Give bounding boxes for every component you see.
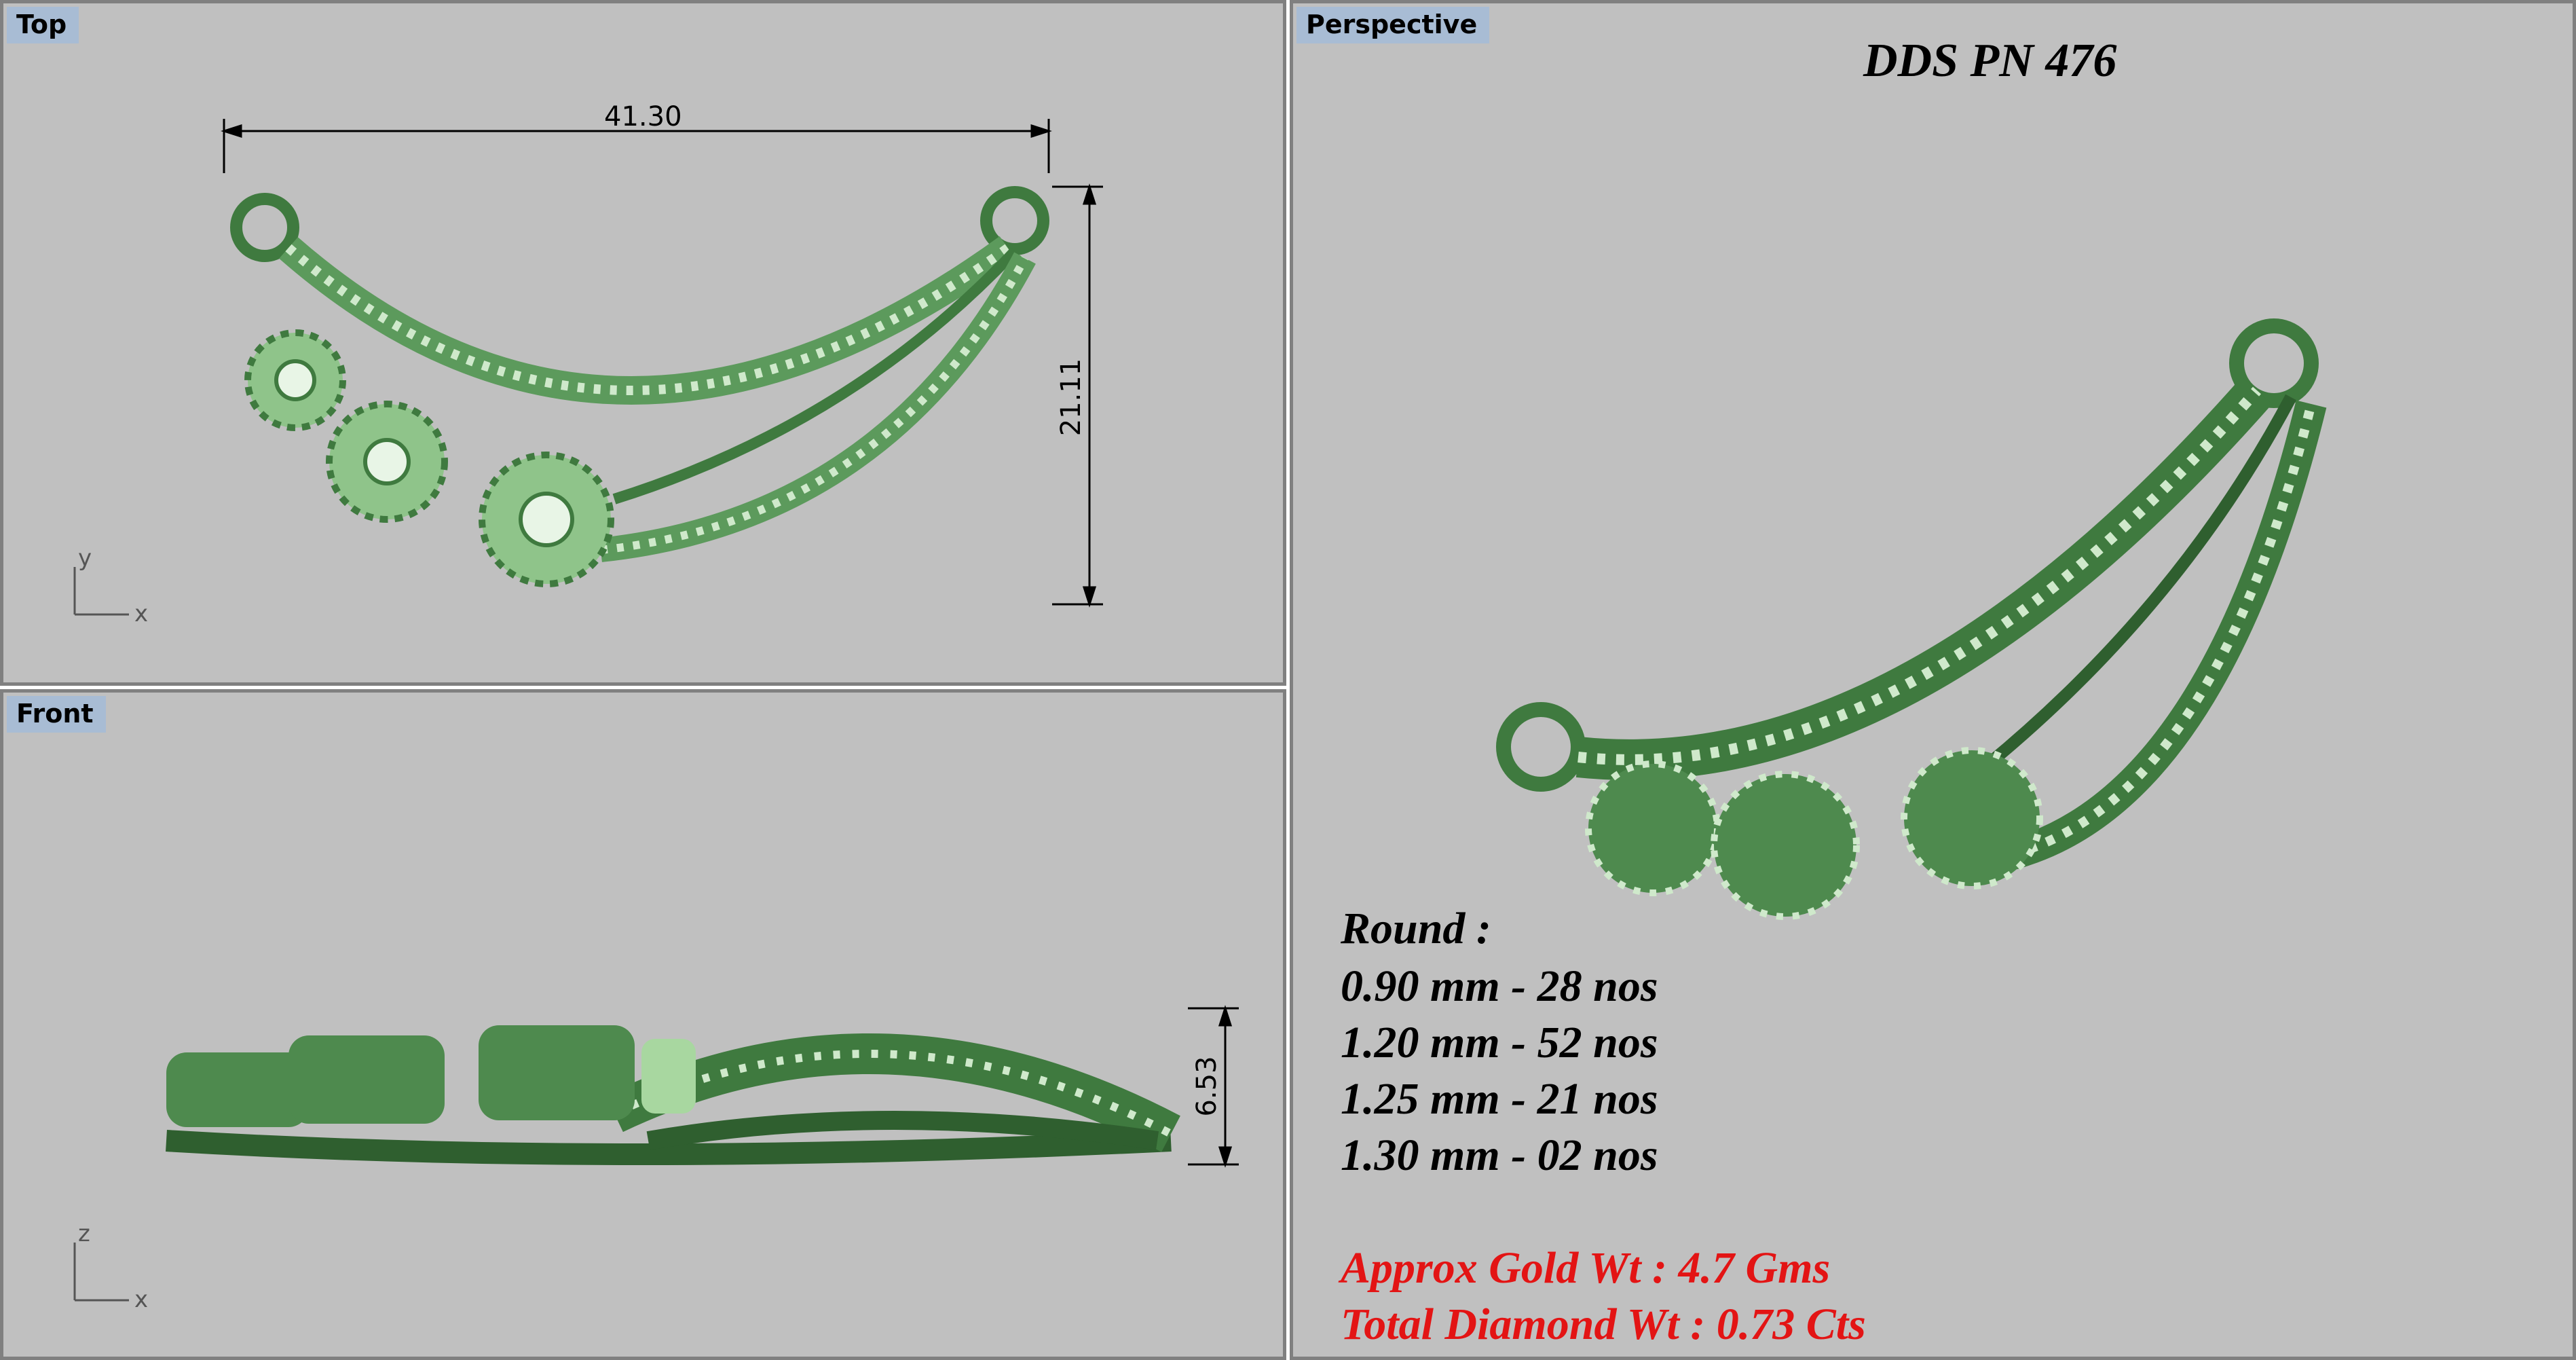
viewport-label-perspective[interactable]: Perspective [1296, 7, 1490, 43]
dimension-width [221, 119, 1052, 173]
dimension-height [1052, 183, 1103, 608]
axis-label-a: y [78, 545, 92, 572]
stone-spec-1: 0.90 mm - 28 nos [1341, 961, 1658, 1011]
top-viewport[interactable]: Top 41.30 21.11 [0, 0, 1286, 686]
viewport-label-top[interactable]: Top [7, 7, 79, 43]
diamond-weight: Total Diamond Wt : 0.73 Cts [1341, 1300, 1866, 1349]
design-title: DDS PN 476 [1863, 35, 2117, 87]
axis-indicator-front [73, 1243, 129, 1302]
axis-label-b: x [134, 1286, 148, 1313]
perspective-viewport[interactable]: Perspective DDS PN 476 Round : 0.90 mm -… [1290, 0, 2576, 1360]
axis-label-b: x [134, 600, 148, 627]
front-viewport[interactable]: Front 6.53 z x [0, 689, 1286, 1360]
round-heading: Round : [1341, 904, 1491, 953]
dimension-thickness [1188, 1005, 1239, 1168]
pendant-perspective-view [1496, 318, 2327, 920]
pendant-top-view [230, 186, 1049, 587]
top-view-model: 41.30 21.11 [73, 101, 1103, 627]
dimension-thickness-label: 6.53 [1191, 1056, 1222, 1116]
stone-spec-3: 1.25 mm - 21 nos [1341, 1074, 1658, 1124]
axis-label-a: z [78, 1220, 90, 1247]
viewport-label-front[interactable]: Front [7, 696, 106, 733]
dimension-width-label: 41.30 [604, 101, 682, 132]
pendant-front-view [166, 1025, 1180, 1165]
dimension-height-label: 21.11 [1056, 359, 1087, 437]
front-view-model: 6.53 z x [73, 1005, 1239, 1313]
gold-weight: Approx Gold Wt : 4.7 Gms [1341, 1243, 1831, 1293]
stone-spec-4: 1.30 mm - 02 nos [1341, 1131, 1658, 1180]
axis-indicator-top [73, 567, 129, 616]
perspective-view-model [1496, 318, 2327, 920]
stone-spec-2: 1.20 mm - 52 nos [1341, 1018, 1658, 1067]
